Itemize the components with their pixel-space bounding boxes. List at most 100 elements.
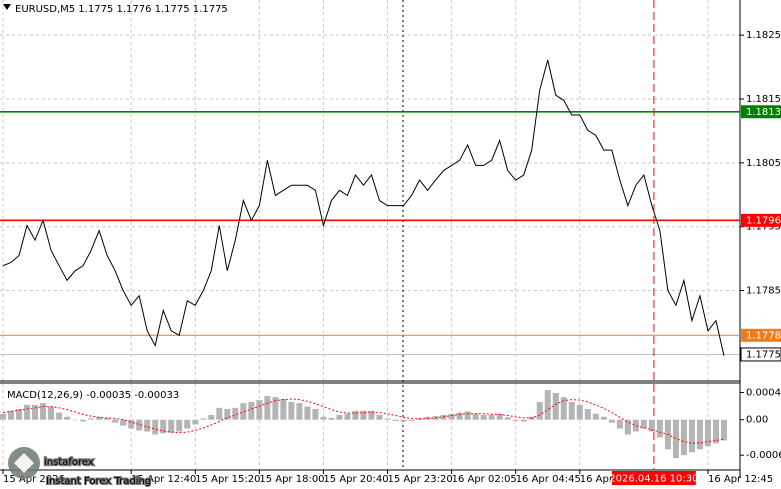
y-tick-label: 0.00046: [746, 387, 781, 398]
macd-bar: [384, 418, 391, 420]
macd-bar: [320, 416, 327, 420]
symbol-menu-icon: [3, 4, 11, 10]
macd-bar: [392, 419, 399, 421]
macd-bar: [472, 413, 479, 420]
macd-bar: [544, 390, 551, 420]
x-tick-label: 16 Apr 12:45: [708, 474, 773, 485]
macd-bar: [144, 419, 151, 432]
macd-bar: [520, 419, 527, 422]
macd-bar: [152, 419, 159, 435]
macd-bar: [136, 419, 143, 431]
macd-bar: [440, 414, 447, 420]
macd-bar: [368, 410, 375, 420]
x-tick-label: 16 Apr 02:05: [452, 474, 517, 485]
macd-bar: [568, 401, 575, 420]
macd-bar: [704, 419, 711, 447]
macd-bar: [88, 418, 95, 420]
macd-bar: [680, 419, 687, 456]
x-tick-label: 15 Apr 23:20: [388, 474, 453, 485]
macd-bar: [696, 419, 703, 450]
macd-bar: [504, 417, 511, 420]
macd-bar: [624, 419, 631, 435]
level-label-box: [741, 328, 781, 342]
last-price-box: [740, 347, 781, 362]
macd-bar: [512, 419, 519, 421]
macd-bar: [120, 419, 127, 426]
macd-bar: [0, 413, 6, 420]
macd-bar: [536, 401, 543, 420]
macd-title: MACD(12,26,9) -0.00035 -0.00033: [7, 390, 179, 401]
macd-bar: [280, 398, 287, 420]
macd-bar: [560, 397, 567, 420]
macd-bar: [648, 419, 655, 432]
macd-bar: [496, 413, 503, 420]
macd-bar: [80, 419, 87, 422]
macd-bar: [208, 414, 215, 420]
macd-bar: [176, 419, 183, 432]
macd-bar: [464, 411, 471, 420]
macd-bar: [456, 412, 463, 420]
macd-bar: [256, 400, 263, 420]
y-tick-label: 1.1785: [746, 286, 781, 297]
x-tick-label: 15 Apr 2026: [3, 474, 65, 485]
macd-bar: [712, 419, 719, 444]
macd-bar: [40, 403, 47, 420]
macd-bar: [184, 419, 191, 429]
macd-bar: [584, 409, 591, 420]
macd-bar: [96, 416, 103, 420]
macd-bar: [344, 413, 351, 420]
level-label: 1.1813: [746, 107, 781, 118]
macd-bar: [8, 410, 15, 420]
macd-bar: [32, 404, 39, 420]
macd-bar: [408, 419, 415, 421]
macd-bar: [64, 416, 71, 420]
macd-bar: [192, 419, 199, 425]
macd-bar: [672, 419, 679, 459]
macd-bar: [576, 404, 583, 420]
macd-bar: [112, 419, 119, 423]
macd-bar: [480, 414, 487, 420]
macd-bar: [640, 419, 647, 429]
macd-bar: [248, 401, 255, 420]
macd-bar: [168, 419, 175, 433]
logo-tagline: Instant Forex Trading: [46, 476, 151, 487]
level-label-box: [741, 105, 781, 119]
macd-bar: [104, 417, 111, 420]
macd-bar: [160, 419, 167, 434]
macd-bar: [376, 414, 383, 420]
macd-bar: [360, 410, 367, 420]
macd-bar: [128, 419, 135, 429]
grid-layer: [0, 0, 740, 470]
macd-bar: [488, 414, 495, 420]
macd-bar: [592, 413, 599, 420]
logo: instaforex Instant Forex Trading: [8, 447, 152, 488]
y-tick-label: -0.0006: [746, 450, 781, 461]
macd-bar: [24, 404, 31, 420]
cursor-label-box: [611, 471, 696, 485]
macd-bar: [72, 419, 79, 421]
level-label: 1.1796: [746, 215, 781, 226]
y-tick-label: 1.1795: [746, 222, 781, 233]
macd-bar: [312, 409, 319, 420]
x-tick-label: 15 Apr 20:40: [323, 474, 388, 485]
macd-bar: [632, 419, 639, 432]
y-tick-label: 1.1805: [746, 158, 781, 169]
x-tick-label: 15 Apr 18:00: [259, 474, 324, 485]
signal-line: [2, 398, 725, 444]
logo-icon-mark: [14, 453, 34, 473]
macd-bar: [400, 419, 407, 422]
macd-bar: [328, 417, 335, 420]
macd-bar: [264, 396, 271, 420]
macd-bar: [352, 410, 359, 420]
macd-bar: [608, 419, 615, 423]
macd-bar: [600, 416, 607, 420]
macd-bar: [296, 403, 303, 420]
macd-bar: [240, 403, 247, 420]
last-price-label: 1.1775: [746, 349, 781, 360]
macd-bar: [272, 397, 279, 420]
macd-bar: [224, 409, 231, 420]
macd-bar: [232, 407, 239, 420]
